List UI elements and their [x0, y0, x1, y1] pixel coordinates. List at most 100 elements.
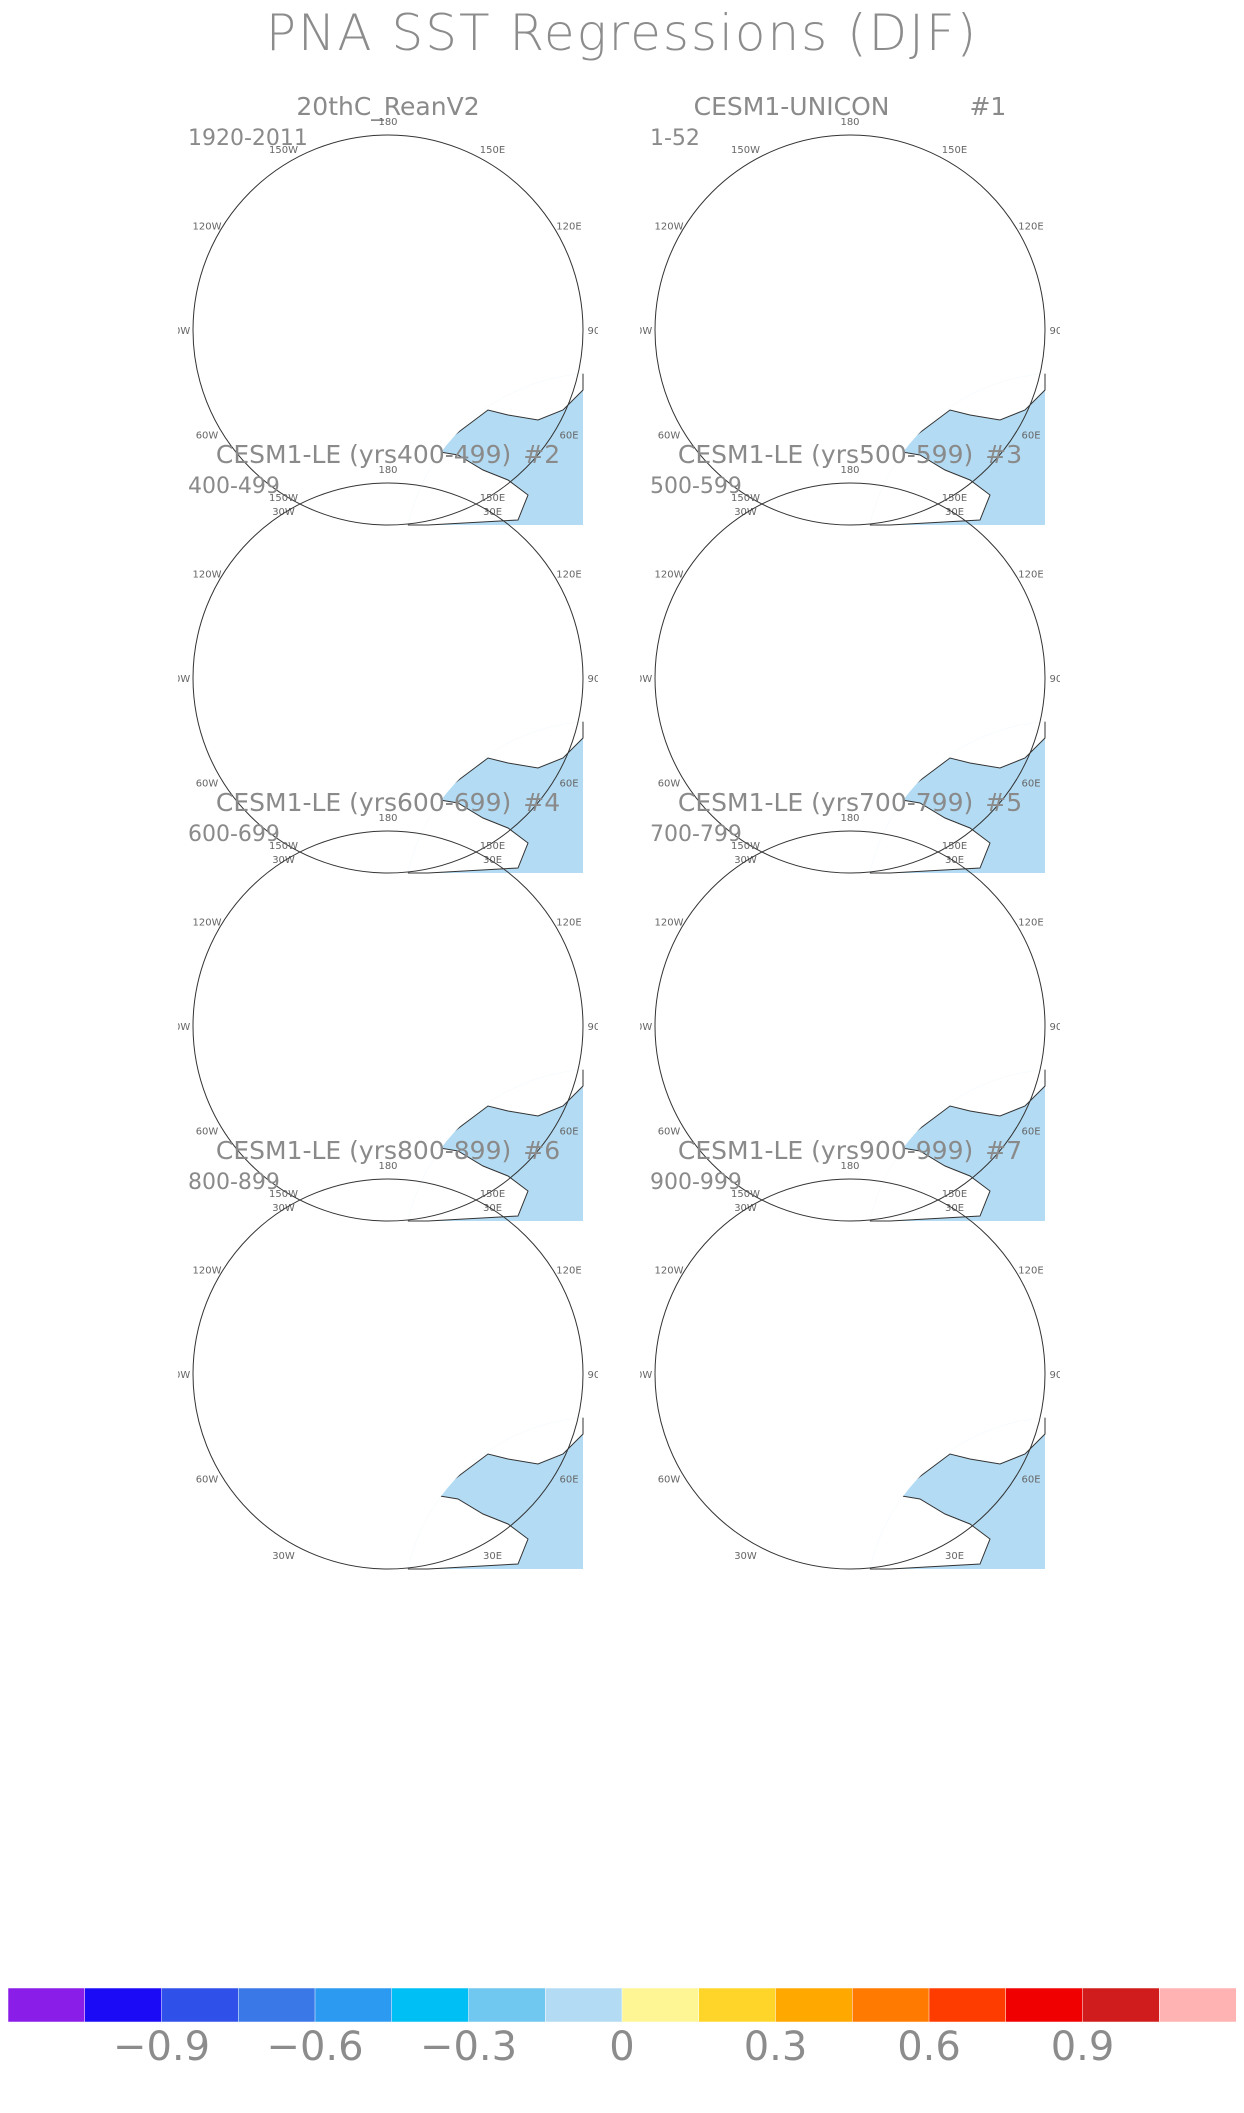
panel-number: #2	[523, 440, 561, 469]
longitude-label: 120W	[193, 1266, 222, 1277]
longitude-label: 60W	[196, 779, 219, 790]
longitude-label: 30E	[945, 1203, 964, 1214]
colorbar-swatch	[852, 1988, 930, 2022]
longitude-label: 30E	[945, 507, 964, 518]
panel-title: CESM1-LE (yrs700-799) #5	[640, 788, 1060, 817]
panel-title-text: CESM1-LE (yrs400-499)	[215, 440, 512, 469]
longitude-label: 60W	[658, 431, 681, 442]
longitude-label: 60W	[658, 779, 681, 790]
longitude-label: 150E	[942, 1189, 967, 1200]
longitude-label: 30W	[734, 1551, 757, 1562]
colorbar-tick-label: −0.9	[112, 2024, 211, 2070]
colorbar-tick-label: 0.9	[1050, 2024, 1115, 2070]
longitude-label: 180	[840, 813, 859, 824]
panel-number: #4	[523, 788, 561, 817]
longitude-label: 150E	[480, 145, 505, 156]
longitude-label: 30W	[734, 1203, 757, 1214]
landmass	[193, 643, 388, 748]
longitude-label: 150W	[269, 841, 298, 852]
longitude-label: 30E	[483, 1551, 502, 1562]
longitude-label: 150E	[480, 493, 505, 504]
map-panel: CESM1-LE (yrs600-699) #4 600-699 180 150E 120…	[178, 788, 598, 1268]
landmass	[403, 1493, 529, 1570]
landmass	[865, 1145, 991, 1222]
panel-years: 1-52	[650, 126, 700, 151]
landmass	[655, 643, 850, 748]
colorbar-tick-label: −0.6	[266, 2024, 364, 2070]
panel-title-text: CESM1-LE (yrs700-799)	[677, 788, 974, 817]
landmass	[403, 1145, 529, 1222]
longitude-label: 120W	[655, 570, 684, 581]
map-panel: CESM1-LE (yrs700-799) #5 700-799 180 150E 120…	[640, 788, 1060, 1268]
longitude-label: 150W	[731, 841, 760, 852]
longitude-label: 60W	[196, 431, 219, 442]
pacific-low-anomaly	[730, 1199, 890, 1289]
longitude-label: 150W	[269, 145, 298, 156]
landmass	[193, 991, 388, 1096]
longitude-label: 180	[840, 1161, 859, 1172]
longitude-label: 30E	[483, 855, 502, 866]
panel-years: 800-899	[188, 1170, 280, 1195]
longitude-label: 30W	[734, 855, 757, 866]
longitude-label: 60W	[196, 1127, 219, 1138]
landmass	[865, 1493, 991, 1570]
colorbar-swatch	[775, 1988, 853, 2022]
longitude-label: 90W	[178, 1370, 190, 1381]
pacific-low-anomaly	[730, 503, 890, 593]
polar-map: 180150E120E90E60E30E030W60W90W120W150W	[178, 1161, 598, 1570]
longitude-label: 30E	[483, 507, 502, 518]
panel-title-text: CESM1-LE (yrs800-899)	[215, 1136, 512, 1165]
panel-title: CESM1-LE (yrs400-499) #2	[178, 440, 598, 469]
colorbar-swatch	[391, 1988, 470, 2022]
longitude-label: 150E	[480, 1189, 505, 1200]
panel-title-text: CESM1-LE (yrs900-999)	[677, 1136, 974, 1165]
panel-title: CESM1-LE (yrs800-899) #6	[178, 1136, 598, 1165]
longitude-label: 30W	[734, 507, 757, 518]
longitude-label: 30W	[272, 507, 295, 518]
longitude-label: 180	[378, 117, 397, 128]
longitude-label: 150E	[942, 841, 967, 852]
landmass	[403, 449, 529, 526]
longitude-label: 90E	[1049, 326, 1060, 337]
longitude-label: 90W	[178, 674, 190, 685]
panel-title: CESM1-LE (yrs900-999) #7	[640, 1136, 1060, 1165]
panel-years: 700-799	[650, 822, 742, 847]
colorbar-swatch	[161, 1988, 239, 2022]
longitude-label: 60E	[559, 1475, 578, 1486]
longitude-label: 60W	[658, 1475, 681, 1486]
longitude-label: 150E	[480, 841, 505, 852]
landmass	[193, 295, 388, 400]
longitude-label: 90E	[587, 326, 598, 337]
landmass	[865, 797, 991, 874]
panel-number: #6	[523, 1136, 561, 1165]
longitude-label: 120W	[655, 1266, 684, 1277]
landmass	[403, 1417, 409, 1440]
colorbar-labels: −0.9 −0.6 −0.3 0 0.3 0.6 0.9	[8, 2024, 1236, 2094]
panel-number: #3	[985, 440, 1023, 469]
longitude-label: 150W	[731, 493, 760, 504]
panel-years: 600-699	[188, 822, 280, 847]
longitude-label: 90W	[178, 326, 190, 337]
pacific-low-anomaly	[268, 1199, 428, 1289]
pacific-low-anomaly	[268, 155, 428, 245]
longitude-label: 120W	[193, 918, 222, 929]
panel-title-text: 20thC_ReanV2	[296, 92, 480, 121]
panel-number: #1	[969, 92, 1007, 121]
map-panel: CESM1-UNICON#11-52180150E120E90E60E30E03…	[640, 92, 1060, 572]
colorbar-swatch	[545, 1988, 623, 2022]
longitude-label: 120W	[655, 222, 684, 233]
longitude-label: 60W	[196, 1475, 219, 1486]
longitude-label: 30W	[272, 1551, 295, 1562]
panel-years: 900-999	[650, 1170, 742, 1195]
longitude-label: 90E	[1049, 1370, 1060, 1381]
map-panel: CESM1-LE (yrs900-999) #7 900-999 180 150E 120…	[640, 1136, 1060, 1616]
longitude-label: 90E	[587, 1022, 598, 1033]
colorbar-tick-label: 0	[609, 2024, 635, 2070]
landmass	[193, 1339, 388, 1444]
colorbar-swatch	[698, 1988, 777, 2022]
longitude-label: 60E	[1021, 1127, 1040, 1138]
longitude-label: 150E	[942, 145, 967, 156]
landmass	[403, 1069, 409, 1092]
longitude-label: 120E	[1018, 222, 1043, 233]
colorbar-swatch	[84, 1988, 163, 2022]
